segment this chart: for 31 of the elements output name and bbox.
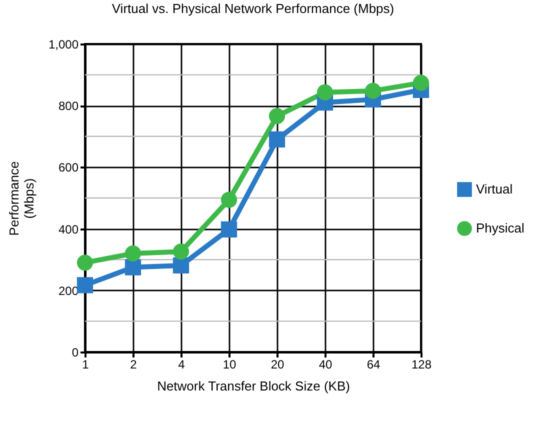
y-tick-label: 800	[58, 99, 79, 114]
x-tick-label: 1	[82, 358, 90, 372]
x-tick-label: 128	[411, 358, 432, 372]
x-tick-label: 4	[178, 358, 186, 372]
x-tick-label: 40	[318, 358, 332, 372]
x-tick-label: 10	[222, 358, 236, 372]
point	[124, 259, 142, 276]
legend-label: Physical	[476, 220, 525, 236]
legend-label: Virtual	[476, 182, 513, 196]
point	[268, 131, 286, 148]
x-tick-label: 2	[130, 358, 138, 372]
x-tick-label: 20	[270, 358, 284, 372]
point	[412, 74, 430, 91]
point	[268, 108, 286, 124]
point	[220, 221, 238, 238]
point	[220, 192, 238, 208]
point	[316, 84, 334, 100]
y-tick-label: 600	[58, 160, 79, 175]
point	[172, 244, 190, 260]
y-tick-label: 400	[58, 222, 79, 236]
point	[76, 277, 94, 294]
point	[172, 257, 190, 274]
point	[76, 254, 94, 271]
chart-title: Virtual vs. Physical Network Performance (Mbps)	[112, 1, 394, 16]
point	[364, 82, 382, 99]
x-axis-title: Network Transfer Block Size (KB)	[157, 378, 350, 394]
y-tick-label: 0	[72, 346, 79, 360]
y-tick-label: 1,000	[48, 38, 79, 52]
point	[124, 245, 142, 262]
y-axis-title: Performance (Mbps)	[6, 161, 36, 236]
x-tick-label: 64	[366, 358, 380, 372]
